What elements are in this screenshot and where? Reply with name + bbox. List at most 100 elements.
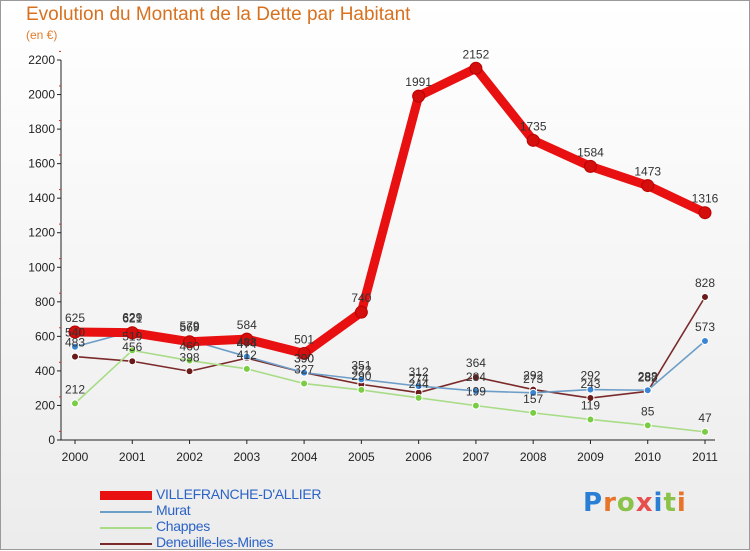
data-point — [586, 385, 595, 394]
data-label: 312 — [409, 365, 429, 379]
data-label: 412 — [237, 348, 257, 362]
data-label: 483 — [237, 336, 257, 350]
y-tick-label: 2200 — [28, 53, 55, 67]
data-label: 284 — [466, 370, 486, 384]
data-point — [586, 394, 595, 403]
data-label: 119 — [581, 398, 600, 412]
data-label: 1584 — [577, 145, 604, 159]
y-tick-label: 400 — [35, 364, 55, 378]
x-tick-label: 2008 — [520, 450, 547, 464]
data-point — [701, 337, 709, 346]
data-point — [128, 357, 137, 366]
data-point — [471, 386, 480, 395]
legend-swatch — [100, 491, 152, 500]
data-point — [242, 364, 251, 373]
data-label: 292 — [580, 369, 600, 383]
y-tick-label: 1000 — [28, 260, 55, 274]
logo-letter: o — [616, 488, 636, 518]
data-label: 740 — [351, 291, 371, 305]
data-point — [71, 399, 79, 408]
series-line-2 — [74, 349, 706, 433]
data-point — [300, 368, 309, 377]
data-label: 621 — [122, 312, 142, 326]
data-point — [471, 373, 480, 382]
series-lines — [70, 63, 710, 433]
data-point — [242, 352, 251, 361]
data-point — [68, 325, 82, 339]
y-tick-label: 200 — [35, 398, 55, 412]
proxiti-logo: Proxiti — [583, 488, 687, 518]
legend-swatch — [100, 543, 152, 545]
y-tick-label: 600 — [35, 329, 55, 343]
data-label: 390 — [294, 352, 314, 366]
data-point — [71, 342, 79, 351]
logo-letter: t — [663, 488, 677, 518]
legend-swatch — [100, 511, 152, 513]
data-point — [701, 292, 709, 301]
series-line-3 — [74, 296, 706, 399]
data-label: 282 — [638, 370, 658, 384]
data-label: 288 — [638, 369, 658, 383]
data-label: 1473 — [634, 165, 661, 179]
data-label: 398 — [180, 350, 200, 364]
y-tick-label: 2000 — [28, 88, 55, 102]
data-label: 1735 — [520, 119, 547, 133]
y-tick-label: 1600 — [28, 157, 55, 171]
data-label: 1316 — [692, 192, 719, 206]
data-point — [357, 385, 366, 394]
x-tick-label: 2000 — [62, 450, 89, 464]
data-label: 199 — [466, 385, 486, 399]
legend-label: Chappes — [156, 518, 210, 534]
logo-letter: P — [583, 488, 604, 518]
data-label: 501 — [294, 332, 314, 346]
data-label: 273 — [523, 372, 543, 386]
data-label: 292 — [523, 369, 543, 383]
data-point — [529, 388, 538, 397]
legend-item: Chappes — [100, 518, 360, 535]
axes — [57, 50, 715, 444]
data-point — [698, 206, 712, 220]
data-point — [469, 61, 483, 75]
data-point — [583, 159, 597, 173]
data-label: 573 — [695, 320, 715, 334]
data-label: 157 — [523, 392, 543, 406]
legend-label: VILLEFRANCHE-D'ALLIER — [156, 486, 322, 502]
data-label: 584 — [237, 318, 257, 332]
data-label: 629 — [122, 310, 142, 324]
data-label: 1991 — [405, 75, 432, 89]
y-tick-label: 1400 — [28, 191, 55, 205]
data-point — [526, 133, 540, 147]
x-tick-label: 2007 — [463, 450, 490, 464]
logo-letter: i — [676, 488, 687, 518]
logo-letter: r — [603, 488, 617, 518]
series-line-0 — [70, 63, 710, 358]
data-label: 322 — [351, 363, 371, 377]
data-label: 274 — [409, 372, 429, 386]
data-point — [586, 415, 595, 424]
x-tick-label: 2011 — [692, 450, 718, 464]
data-point — [471, 401, 480, 410]
data-point — [71, 352, 79, 361]
data-point — [354, 305, 368, 319]
x-tick-label: 2009 — [577, 450, 604, 464]
data-point — [297, 346, 311, 360]
y-tick-label: 0 — [48, 433, 55, 447]
y-tick-label: 1200 — [28, 226, 55, 240]
data-label: 351 — [351, 358, 371, 372]
chart-title: Evolution du Montant de la Dette par Hab… — [26, 4, 411, 25]
legend-item: Deneuille-les-Mines — [100, 534, 360, 551]
x-tick-label: 2006 — [405, 450, 432, 464]
tick-labels: 0 200 400 600 800 1000 1200 1400 1600 1800 2000 220… — [28, 53, 718, 464]
data-point — [643, 421, 652, 430]
data-label: 569 — [180, 321, 200, 335]
x-tick-label: 2001 — [119, 450, 146, 464]
legend-label: Deneuille-les-Mines — [156, 534, 274, 550]
data-label: 579 — [180, 319, 200, 333]
data-label: 290 — [351, 369, 371, 383]
data-point — [183, 335, 197, 349]
data-label: 2152 — [463, 47, 490, 61]
data-label: 47 — [698, 411, 712, 425]
data-label: 828 — [695, 276, 715, 290]
x-tick-label: 2002 — [176, 450, 203, 464]
